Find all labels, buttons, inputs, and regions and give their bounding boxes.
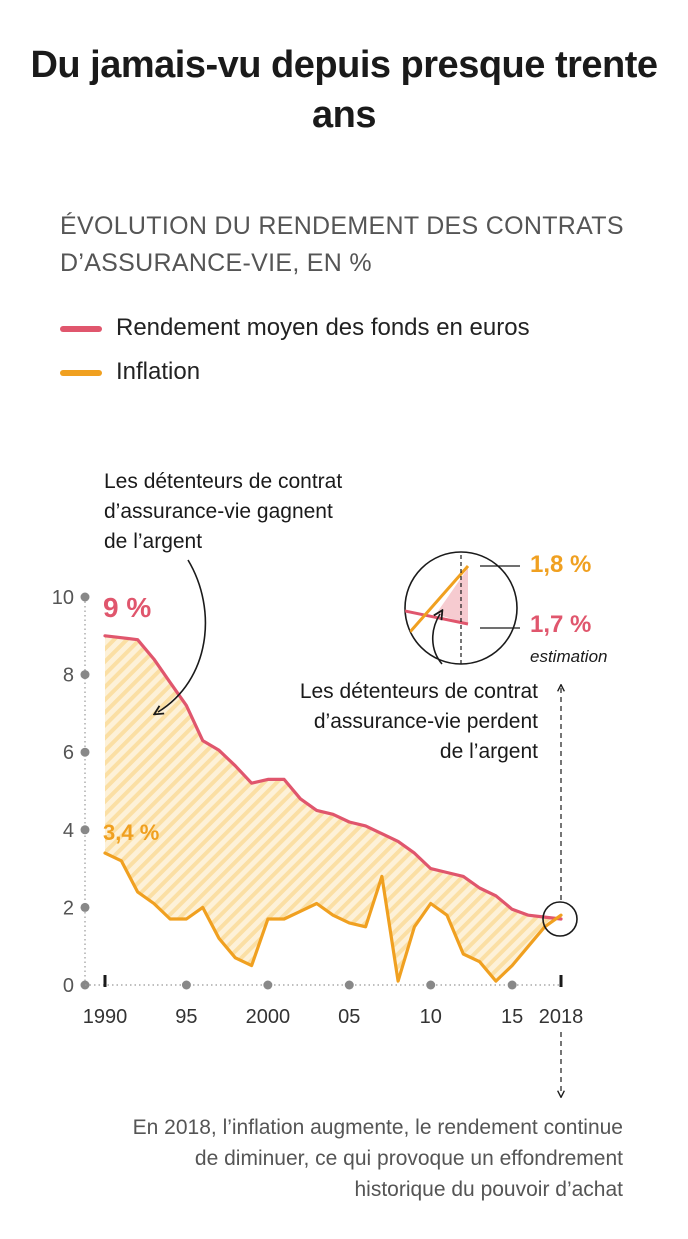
y-tick-label-6: 6 [63, 742, 74, 764]
x-tick-label-2015: 15 [501, 1006, 523, 1028]
plot-area [103, 634, 563, 983]
y-tick-dot-4 [80, 825, 90, 835]
x-tick-label-2000: 2000 [246, 1006, 291, 1028]
legend-item-yield: Rendement moyen des fonds en euros [60, 314, 530, 342]
y-tick-dot-2 [80, 902, 90, 912]
series-line-yield [103, 634, 563, 921]
y-axis: 0 2 4 6 8 10 [52, 587, 90, 997]
x-tick-label-1990: 1990 [83, 1006, 128, 1028]
chart-title-text: Du jamais-vu depuis presque trente ans [30, 44, 658, 136]
legend-label-inflation: Inflation [116, 358, 201, 385]
legend-swatch-inflation [60, 369, 102, 376]
label-start-inflation: 3,4 % [103, 820, 159, 845]
x-tick-dot-2010 [426, 980, 436, 990]
x-tick-dot-2005 [344, 980, 354, 990]
footnote: En 2018, l’inflation augmente, le rendem… [120, 1112, 623, 1205]
annotation-loss-line1: Les détenteurs de contrat [300, 680, 538, 703]
x-tick-label-1995: 95 [175, 1006, 197, 1028]
legend-swatch-yield [60, 325, 102, 332]
y-tick-label-10: 10 [52, 587, 74, 609]
annotation-loss-arrow [431, 614, 442, 665]
label-end-inflation: 1,8 % [530, 551, 591, 578]
y-tick-dot-10 [80, 592, 90, 602]
x-tick-dot-2015 [507, 980, 517, 990]
x-tick-label-2018: 2018 [539, 1006, 584, 1028]
y-tick-label-2: 2 [63, 897, 74, 919]
gap-area [105, 635, 561, 982]
footnote-text: En 2018, l’inflation augmente, le rendem… [132, 1116, 623, 1201]
zoom-inset-loss-area [436, 568, 468, 624]
label-start-yield: 9 % [103, 592, 151, 623]
annotation-gain-line1: Les détenteurs de contrat [104, 470, 342, 493]
y-tick-label-8: 8 [63, 665, 74, 687]
chart-subtitle-text: ÉVOLUTION DU RENDEMENT DES CONTRATS D’AS… [60, 212, 624, 277]
series-line-inflation [103, 851, 563, 983]
y-tick-label-0: 0 [63, 975, 74, 997]
zoom-inset [404, 551, 520, 665]
chart-subtitle: ÉVOLUTION DU RENDEMENT DES CONTRATS D’AS… [60, 208, 660, 282]
annotation-loss-line2: d’assurance-vie perdent [314, 710, 538, 733]
x-tick-label-2005: 05 [338, 1006, 360, 1028]
zoom-inset-inflation-line [408, 565, 470, 633]
annotation-loss-line3: de l’argent [440, 740, 538, 763]
y-tick-dot-6 [80, 747, 90, 757]
legend-item-inflation: Inflation [60, 358, 200, 386]
x-tick-label-2010: 10 [420, 1006, 442, 1028]
x-axis: 1990 95 2000 05 10 15 2018 [83, 975, 584, 1028]
label-end-yield: 1,7 % [530, 611, 591, 638]
annotation-gain-arrow [158, 559, 207, 712]
annotation-gain-line3: de l’argent [104, 530, 202, 553]
chart-title: Du jamais-vu depuis presque trente ans [0, 40, 688, 140]
annotation-gain-line2: d’assurance-vie gagnent [104, 500, 333, 523]
y-tick-dot-8 [80, 670, 90, 680]
legend-label-yield: Rendement moyen des fonds en euros [116, 314, 530, 341]
x-tick-dot-2000 [263, 980, 273, 990]
y-tick-label-4: 4 [63, 820, 74, 842]
marker-2018-circle [542, 901, 578, 937]
label-estimation: estimation [530, 647, 607, 666]
x-tick-dot-1995 [181, 980, 191, 990]
